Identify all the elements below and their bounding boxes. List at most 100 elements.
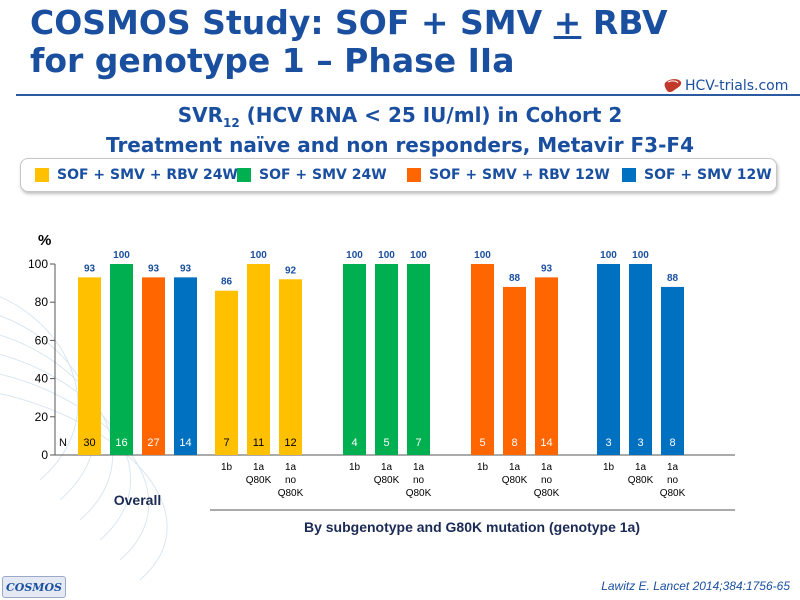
x-tick-label: 1b bbox=[477, 462, 489, 473]
legend-swatch bbox=[407, 168, 421, 182]
bar-value-label: 93 bbox=[180, 263, 192, 274]
bar-n-label: 5 bbox=[479, 437, 485, 449]
bar-n-label: 12 bbox=[284, 437, 296, 449]
bar-value-label: 93 bbox=[148, 263, 160, 274]
x-tick-label: Q80K bbox=[534, 488, 560, 499]
x-tick-label: no bbox=[285, 475, 297, 486]
legend-item-sof-smv-12w: SOF + SMV 12W bbox=[622, 167, 772, 183]
chart-subtitle: SVR12 (HCV RNA < 25 IU/ml) in Cohort 2 T… bbox=[0, 104, 800, 156]
title-line-1: COSMOS Study: SOF + SMV + RBV bbox=[30, 4, 668, 42]
x-tick-label: no bbox=[541, 475, 553, 486]
x-tick-label: 1a bbox=[413, 462, 425, 473]
y-tick-label: 20 bbox=[35, 410, 49, 424]
subtitle-text: (HCV RNA < 25 IU/ml) in Cohort 2 bbox=[239, 103, 623, 127]
bar-value-label: 88 bbox=[509, 273, 521, 284]
legend-swatch bbox=[35, 168, 49, 182]
bar-n-label: 8 bbox=[511, 437, 517, 449]
bar bbox=[343, 264, 366, 455]
subtitle-line-1: SVR12 (HCV RNA < 25 IU/ml) in Cohort 2 bbox=[0, 104, 800, 134]
bar bbox=[503, 286, 526, 455]
bar-value-label: 100 bbox=[250, 250, 267, 261]
bar bbox=[174, 277, 197, 455]
x-tick-label: Q80K bbox=[502, 475, 528, 486]
bar bbox=[142, 277, 165, 455]
subgroup-bracket-label: By subgenotype and G80K mutation (genoty… bbox=[304, 519, 640, 535]
bar-value-label: 92 bbox=[285, 265, 297, 276]
subtitle-subscript: 12 bbox=[222, 116, 240, 130]
legend-item-sof-smv-rbv-24w: SOF + SMV + RBV 24W bbox=[35, 167, 238, 183]
x-tick-label: 1a bbox=[667, 462, 679, 473]
bar bbox=[535, 277, 558, 455]
title-text: RBV bbox=[581, 3, 668, 42]
cosmos-badge: COSMOS bbox=[2, 576, 66, 598]
bar bbox=[279, 279, 302, 455]
x-tick-label: 1b bbox=[603, 462, 615, 473]
bar-value-label: 100 bbox=[346, 250, 363, 261]
bar-value-label: 100 bbox=[410, 250, 427, 261]
y-tick-label: 60 bbox=[35, 333, 49, 347]
y-tick-label: 100 bbox=[28, 257, 48, 271]
bar bbox=[629, 264, 652, 455]
subtitle-text: SVR bbox=[177, 103, 223, 127]
bar bbox=[375, 264, 398, 455]
x-tick-label: 1a bbox=[285, 462, 297, 473]
bar bbox=[597, 264, 620, 455]
legend-label: SOF + SMV + RBV 24W bbox=[57, 167, 238, 183]
y-axis-label: % bbox=[38, 232, 51, 249]
x-tick-label: Q80K bbox=[628, 475, 654, 486]
bar-n-label: 11 bbox=[253, 437, 264, 449]
x-tick-label: Q80K bbox=[660, 488, 686, 499]
x-tick-label: 1a bbox=[381, 462, 393, 473]
hcv-trials-logo: HCV-trials.com bbox=[663, 74, 788, 98]
bar bbox=[247, 264, 270, 455]
legend-label: SOF + SMV 24W bbox=[259, 167, 387, 183]
bar-value-label: 93 bbox=[541, 263, 553, 274]
slide-title: COSMOS Study: SOF + SMV + RBV for genoty… bbox=[30, 4, 668, 80]
bar bbox=[78, 277, 101, 455]
legend-label: SOF + SMV + RBV 12W bbox=[429, 167, 610, 183]
citation: Lawitz E. Lancet 2014;384:1756-65 bbox=[601, 579, 790, 593]
plus-minus-sign: + bbox=[553, 3, 582, 42]
title-text: COSMOS Study: SOF + SMV bbox=[30, 3, 554, 42]
bar-n-label: 8 bbox=[669, 437, 675, 449]
x-tick-label: Q80K bbox=[406, 488, 432, 499]
legend-label: SOF + SMV 12W bbox=[644, 167, 772, 183]
bar-n-label: 7 bbox=[415, 437, 421, 449]
n-label: N bbox=[59, 437, 67, 449]
chart-legend: SOF + SMV + RBV 24W SOF + SMV 24W SOF + … bbox=[20, 158, 777, 192]
group-label-overall: Overall bbox=[114, 492, 161, 508]
legend-swatch bbox=[237, 168, 251, 182]
bar-n-label: 27 bbox=[147, 437, 159, 449]
bar-value-label: 100 bbox=[378, 250, 395, 261]
x-tick-label: Q80K bbox=[246, 475, 272, 486]
x-tick-label: no bbox=[413, 475, 425, 486]
bar bbox=[407, 264, 430, 455]
bar-value-label: 86 bbox=[221, 277, 233, 288]
bar-value-label: 100 bbox=[600, 250, 617, 261]
legend-swatch bbox=[622, 168, 636, 182]
bar-n-label: 3 bbox=[637, 437, 643, 449]
title-divider bbox=[16, 94, 800, 96]
x-tick-label: 1a bbox=[635, 462, 647, 473]
bar-n-label: 3 bbox=[605, 437, 611, 449]
bar bbox=[110, 264, 133, 455]
x-tick-label: Q80K bbox=[374, 475, 400, 486]
x-tick-label: 1b bbox=[221, 462, 233, 473]
bar-value-label: 88 bbox=[667, 273, 679, 284]
liver-icon bbox=[664, 79, 682, 93]
y-tick-label: 40 bbox=[35, 372, 49, 386]
bar-value-label: 100 bbox=[474, 250, 491, 261]
bar-value-label: 93 bbox=[84, 263, 96, 274]
bar-n-label: 14 bbox=[179, 437, 191, 449]
y-tick-label: 0 bbox=[41, 448, 48, 462]
title-line-2: for genotype 1 – Phase IIa bbox=[30, 41, 515, 80]
bar-n-label: 4 bbox=[351, 437, 357, 449]
bar-n-label: 5 bbox=[383, 437, 389, 449]
bar-value-label: 100 bbox=[632, 250, 649, 261]
legend-item-sof-smv-24w: SOF + SMV 24W bbox=[237, 167, 387, 183]
bar bbox=[471, 264, 494, 455]
x-tick-label: 1b bbox=[349, 462, 361, 473]
x-tick-label: no bbox=[667, 475, 679, 486]
legend-item-sof-smv-rbv-12w: SOF + SMV + RBV 12W bbox=[407, 167, 610, 183]
bar bbox=[215, 290, 238, 455]
